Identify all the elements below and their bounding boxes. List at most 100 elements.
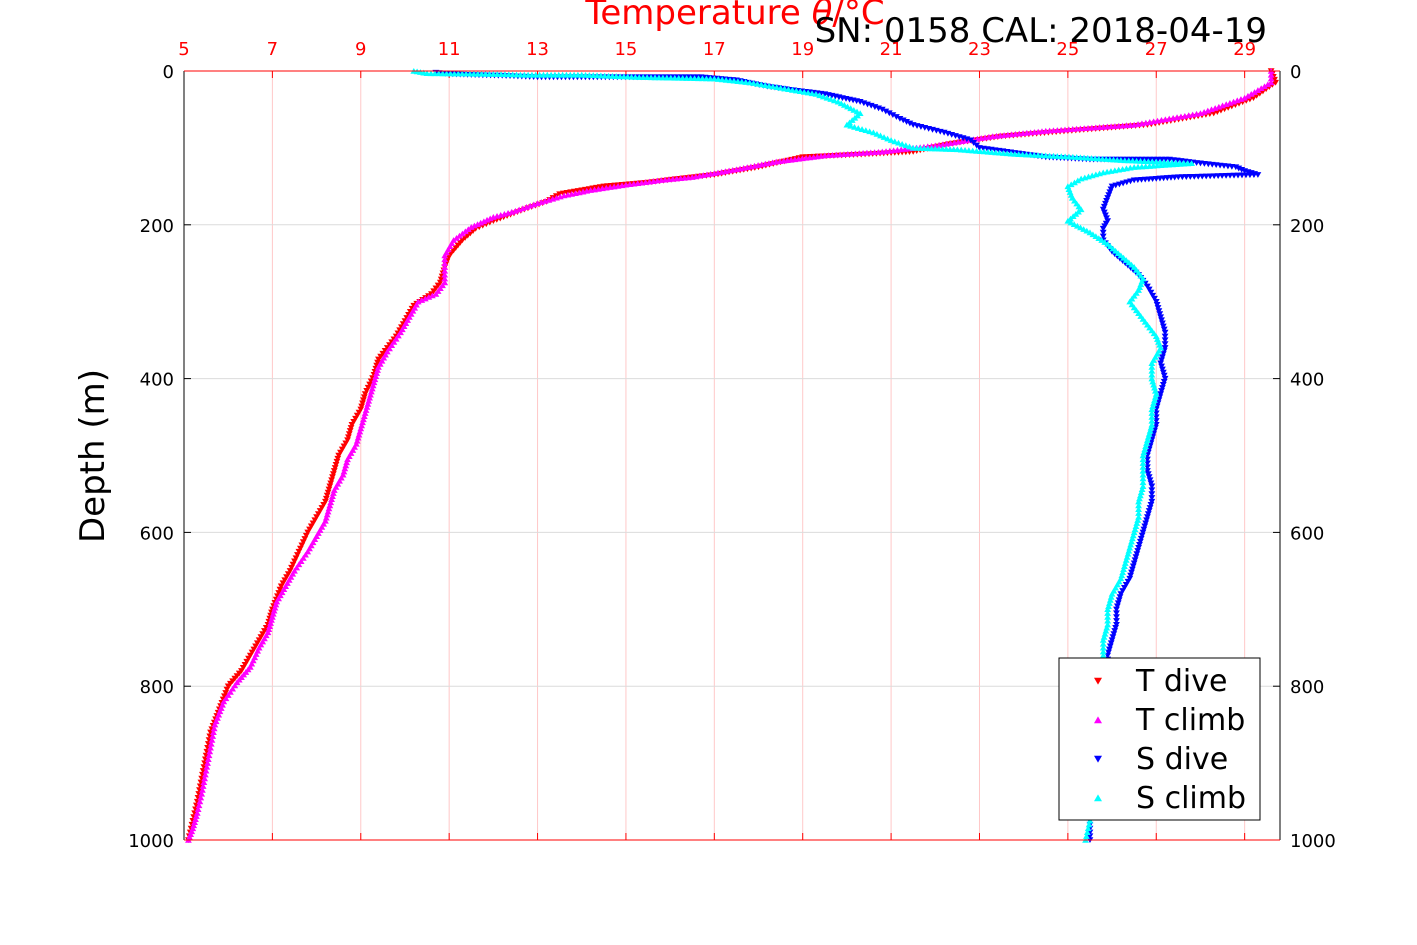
x-tick-label: 21 [880, 39, 903, 60]
data-point [893, 114, 900, 120]
data-point [754, 80, 761, 87]
data-point [827, 96, 835, 102]
data-point [1099, 229, 1107, 236]
data-point [1159, 354, 1166, 361]
data-point [253, 640, 261, 647]
x-tick-label: 17 [703, 39, 726, 60]
data-point [519, 205, 527, 212]
data-point [819, 93, 827, 100]
data-point [1119, 166, 1126, 172]
data-point [1152, 390, 1160, 397]
legend-label: S dive [1136, 742, 1228, 777]
data-point [1215, 103, 1223, 110]
data-point [322, 498, 329, 505]
data-point [515, 206, 523, 213]
data-point [304, 529, 312, 536]
y-tick-label-right: 1000 [1290, 831, 1336, 852]
data-point [1106, 597, 1114, 603]
data-point [333, 458, 341, 465]
data-point [1099, 233, 1107, 240]
data-point [1083, 833, 1090, 839]
data-point [250, 646, 258, 653]
data-point [1152, 298, 1160, 305]
x-tick-label: 29 [1233, 39, 1256, 60]
data-point [1104, 613, 1112, 620]
y-axis-label: Depth (m) [73, 369, 113, 543]
data-point [1129, 532, 1137, 539]
data-point [896, 115, 904, 122]
data-point [334, 455, 342, 462]
data-point [318, 505, 326, 511]
data-point [1169, 114, 1177, 121]
data-point [877, 132, 884, 139]
legend-label: S climb [1136, 781, 1246, 816]
data-point [1160, 372, 1168, 379]
data-point [1233, 97, 1241, 104]
data-point [1112, 625, 1119, 631]
data-point [843, 121, 851, 128]
data-point [1148, 483, 1156, 490]
data-point [200, 779, 208, 786]
data-point [332, 462, 340, 468]
data-point [345, 431, 353, 438]
data-point [306, 526, 313, 533]
data-point [1134, 548, 1142, 554]
data-point [316, 508, 324, 514]
data-point [1211, 105, 1219, 111]
data-point [622, 181, 630, 188]
data-point [1147, 289, 1155, 296]
data-point [1121, 563, 1128, 569]
legend-label: T dive [1135, 664, 1227, 699]
data-point [1158, 357, 1165, 364]
data-point [1130, 560, 1138, 567]
data-point [1121, 560, 1129, 566]
data-point [1127, 572, 1135, 579]
data-point [1138, 532, 1146, 539]
data-point [1261, 83, 1268, 90]
data-point [1126, 544, 1134, 551]
data-point [261, 628, 268, 634]
data-point [268, 613, 276, 620]
data-point [823, 94, 831, 101]
data-point [252, 643, 259, 650]
data-point [1113, 603, 1121, 610]
data-point [785, 86, 792, 93]
x-tick-label: 11 [438, 39, 461, 60]
data-point [1136, 495, 1143, 502]
data-point [1151, 397, 1158, 403]
x-tick-label: 15 [614, 39, 637, 60]
data-point [363, 403, 371, 410]
data-point [1158, 117, 1165, 123]
data-point [898, 140, 906, 147]
data-point [364, 384, 372, 391]
data-point [895, 139, 902, 146]
data-point [1138, 486, 1146, 493]
data-point [241, 661, 249, 668]
data-point [1254, 87, 1262, 93]
data-point [1159, 385, 1166, 391]
data-point [1237, 96, 1245, 102]
data-point [526, 202, 534, 209]
data-point [1148, 417, 1156, 424]
data-point [248, 649, 256, 656]
data-point [329, 490, 337, 496]
data-point [441, 252, 449, 259]
data-point [428, 292, 436, 299]
data-point [1157, 360, 1165, 367]
data-point [201, 775, 209, 782]
data-point [1141, 523, 1149, 530]
data-point [347, 425, 355, 431]
data-point [1139, 475, 1147, 482]
data-point [1150, 381, 1158, 388]
data-point [1110, 631, 1118, 637]
data-point [1104, 617, 1112, 624]
data-point [363, 388, 371, 394]
data-point [530, 201, 538, 208]
data-point [1099, 169, 1107, 176]
data-point [1148, 487, 1156, 494]
data-point [1244, 92, 1252, 99]
data-point [365, 397, 373, 404]
data-point [878, 106, 886, 113]
data-point [364, 400, 372, 407]
data-point [199, 786, 206, 793]
